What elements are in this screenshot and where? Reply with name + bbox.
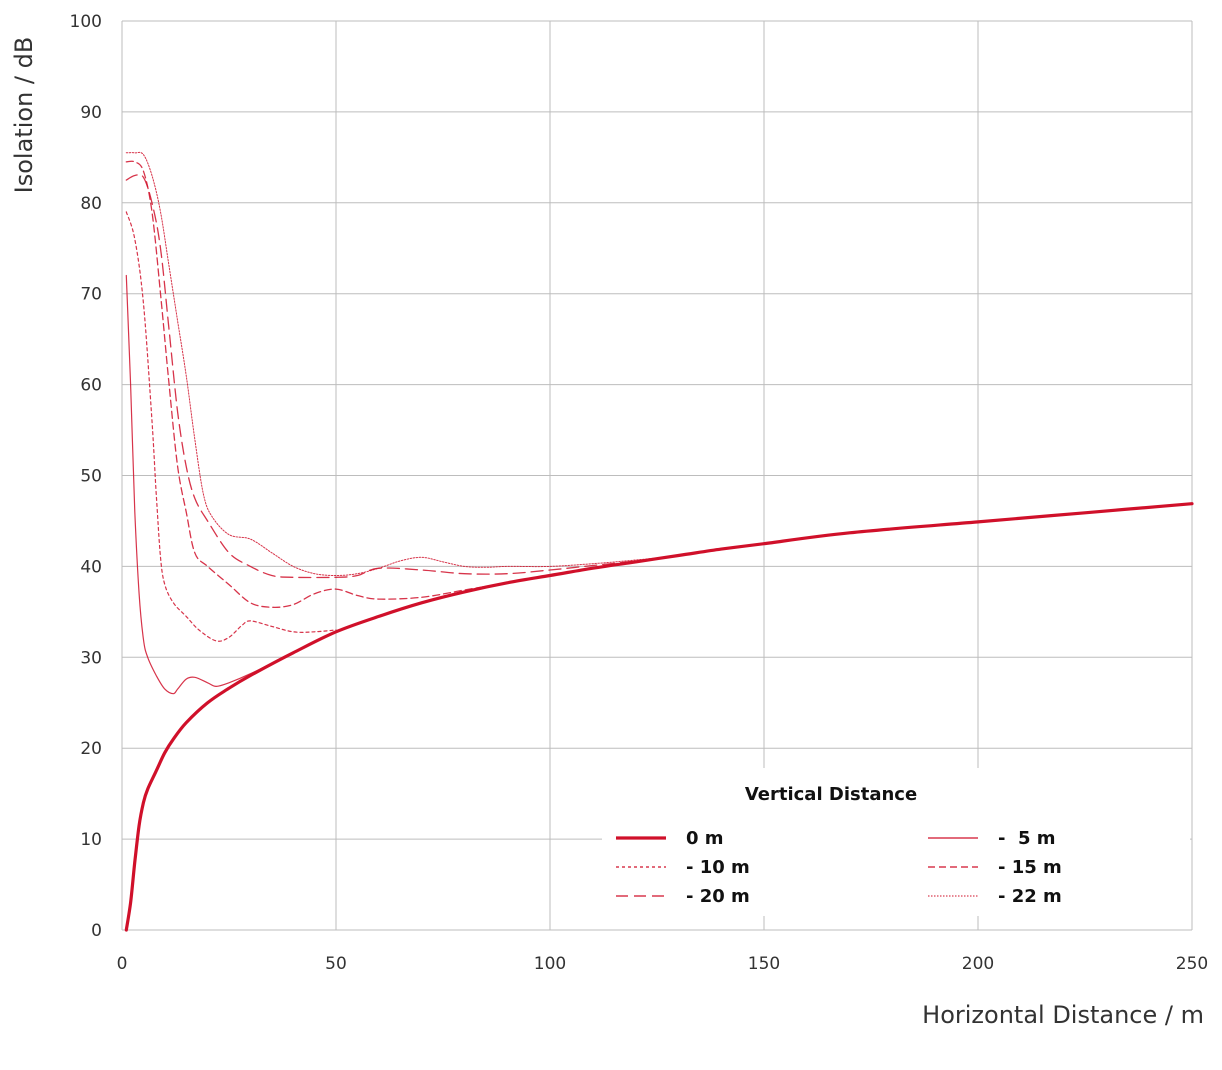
- grid: [121, 20, 1193, 931]
- y-tick-label: 20: [80, 739, 102, 759]
- y-tick-label: 40: [80, 557, 102, 577]
- x-tick-label: 250: [1176, 954, 1208, 974]
- x-tick-label: 150: [748, 954, 780, 974]
- y-tick-label: 50: [80, 467, 102, 487]
- y-tick-label: 80: [80, 194, 102, 214]
- y-tick-label: 60: [80, 376, 102, 396]
- tick-labels: 0 50 100 150 200 250 0 10 20 30 40 50 60 70 80 90 100: [70, 12, 1209, 974]
- x-tick-label: 200: [962, 954, 994, 974]
- legend-title: Vertical Distance: [745, 784, 917, 805]
- series-line: [125, 274, 337, 695]
- legend-label: - 15 m: [998, 857, 1062, 878]
- series-line: [125, 211, 337, 642]
- y-tick-label: 100: [70, 12, 102, 32]
- series-line: [125, 160, 551, 609]
- legend-label: 0 m: [686, 828, 724, 849]
- x-tick-label: 50: [325, 954, 347, 974]
- y-tick-label: 90: [80, 103, 102, 123]
- legend: Vertical Distance 0 m - 10 m - 20 m - 5 m - …: [602, 768, 1190, 916]
- x-axis-title: Horizontal Distance / m: [922, 1001, 1204, 1029]
- series-line: [124, 502, 1194, 932]
- x-tick-label: 0: [117, 954, 128, 974]
- y-tick-label: 0: [91, 921, 102, 941]
- y-tick-label: 70: [80, 285, 102, 305]
- legend-label: - 5 m: [998, 828, 1056, 849]
- y-tick-label: 10: [80, 830, 102, 850]
- legend-label: - 10 m: [686, 857, 750, 878]
- legend-items: 0 m - 10 m - 20 m - 5 m - 15 m - 22 m: [616, 828, 1062, 907]
- series-line: [125, 151, 722, 576]
- series-group: [124, 151, 1194, 932]
- legend-label: - 22 m: [998, 886, 1062, 907]
- y-tick-label: 30: [80, 648, 102, 668]
- legend-label: - 20 m: [686, 886, 750, 907]
- y-axis-title: Isolation / dB: [10, 37, 38, 194]
- x-tick-label: 100: [534, 954, 566, 974]
- legend-background: [602, 768, 1190, 916]
- series-line: [125, 173, 680, 579]
